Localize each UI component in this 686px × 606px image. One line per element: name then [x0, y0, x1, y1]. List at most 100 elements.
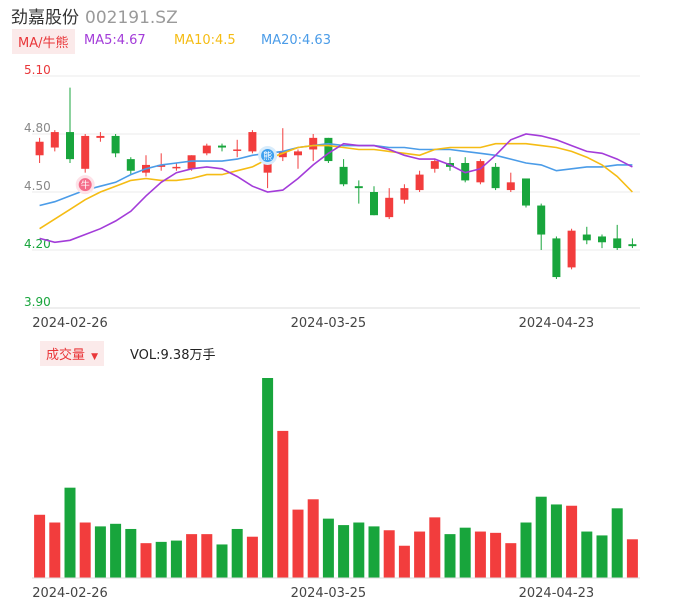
candle-up	[35, 141, 44, 156]
y-tick-label: 4.20	[24, 237, 51, 251]
volume-bar-down	[520, 522, 532, 578]
ma-bull-bear-tab[interactable]: MA/牛熊	[12, 29, 75, 54]
ma20-legend: MA20:4.63	[261, 33, 331, 48]
volume-bar-up	[307, 499, 319, 578]
volume-bar-down	[155, 541, 167, 578]
volume-bar-down	[322, 518, 334, 578]
candle-down	[126, 159, 135, 171]
volume-bar-down	[444, 534, 456, 578]
ma20-line	[39, 142, 633, 207]
volume-bar-up	[140, 543, 152, 578]
candle-up	[248, 132, 257, 152]
volume-x-tick-label: 2024-02-26	[32, 586, 108, 601]
volume-x-tick-label: 2024-04-23	[519, 586, 595, 601]
ma-legend: MA/牛熊 MA5:4.67 MA10:4.5 MA20:4.63	[8, 29, 648, 55]
volume-tab-label: 成交量	[46, 348, 86, 363]
candle-up	[96, 135, 105, 138]
volume-bar-up	[505, 543, 517, 578]
bear-marker-icon	[258, 145, 278, 165]
candle-down	[354, 186, 363, 189]
volume-bar-up	[246, 536, 258, 578]
volume-bar-down	[110, 523, 122, 578]
price-x-tick-label: 2024-04-23	[519, 316, 595, 331]
volume-bar-down	[125, 528, 137, 578]
candle-up	[476, 161, 485, 183]
volume-bar-up	[398, 545, 410, 578]
candle-down	[218, 145, 226, 148]
volume-bar-up	[474, 531, 486, 578]
candle-up	[415, 174, 424, 191]
ma10-line	[39, 142, 633, 230]
candle-down	[66, 132, 74, 160]
volume-bar-down	[170, 540, 182, 578]
stock-code: 002191.SZ	[85, 8, 178, 28]
volume-bar-down	[262, 378, 274, 578]
candle-up	[294, 151, 302, 156]
caret-down-icon: ▼	[91, 352, 99, 362]
ma5-legend: MA5:4.67	[84, 33, 146, 48]
volume-bar-up	[34, 514, 46, 578]
volume-bar-down	[338, 525, 350, 578]
y-tick-label: 3.90	[24, 295, 51, 309]
volume-bar-up	[201, 534, 213, 578]
candle-down	[552, 238, 561, 278]
candle-up	[50, 132, 59, 148]
volume-bar-up	[626, 539, 638, 578]
volume-bar-down	[216, 544, 228, 578]
volume-bar-down	[368, 526, 380, 578]
volume-bar-down	[64, 487, 76, 578]
volume-x-tick-label: 2024-03-25	[291, 586, 367, 601]
candle-up	[567, 230, 576, 268]
candle-up	[506, 182, 515, 191]
bull-marker-icon	[75, 175, 95, 195]
candle-up	[430, 161, 439, 169]
candle-down	[111, 135, 120, 154]
volume-bar-up	[79, 522, 91, 578]
candle-down	[339, 166, 348, 185]
volume-bar-up	[566, 505, 578, 578]
volume-bar-up	[490, 532, 502, 578]
volume-bar-up	[277, 430, 289, 578]
volume-bar-down	[581, 531, 593, 578]
price-x-tick-label: 2024-02-26	[32, 316, 108, 331]
volume-bar-down	[94, 526, 106, 578]
candle-up	[400, 188, 409, 200]
volume-tab[interactable]: 成交量 ▼	[40, 341, 105, 366]
bear-marker-label: 熊	[263, 150, 272, 162]
candle-up	[309, 137, 318, 150]
bull-marker-label: 牛	[81, 179, 90, 191]
volume-bar-up	[186, 534, 198, 578]
candle-up	[278, 151, 287, 158]
ma10-legend: MA10:4.5	[174, 33, 236, 48]
volume-bar-up	[414, 531, 426, 578]
volume-bar-down	[535, 496, 547, 578]
candle-down	[613, 238, 622, 249]
candle-down	[370, 192, 378, 216]
volume-bar-down	[596, 535, 608, 578]
y-tick-label: 4.50	[24, 179, 51, 193]
volume-bar-down	[611, 508, 623, 578]
ma5-line	[39, 133, 633, 244]
stock-name: 劲嘉股份	[11, 8, 79, 28]
candle-down	[598, 236, 606, 243]
candle-up	[81, 135, 90, 169]
candle-up	[202, 145, 211, 154]
candle-up	[187, 155, 196, 169]
volume-bar-up	[383, 530, 395, 578]
volume-bar-down	[550, 504, 562, 578]
candle-down	[324, 137, 333, 162]
stock-header: 劲嘉股份 002191.SZ	[11, 3, 178, 28]
candle-up	[233, 149, 242, 151]
volume-value: VOL:9.38万手	[130, 348, 216, 363]
volume-bar-down	[353, 522, 365, 578]
candle-down	[582, 234, 591, 241]
candle-up	[172, 166, 181, 169]
candle-down	[537, 205, 546, 235]
price-x-tick-label: 2024-03-25	[291, 316, 367, 331]
candle-up	[157, 164, 166, 167]
volume-bar-down	[231, 528, 243, 578]
volume-bar-up	[429, 517, 441, 578]
candle-up	[385, 197, 394, 218]
candle-down	[491, 166, 500, 189]
